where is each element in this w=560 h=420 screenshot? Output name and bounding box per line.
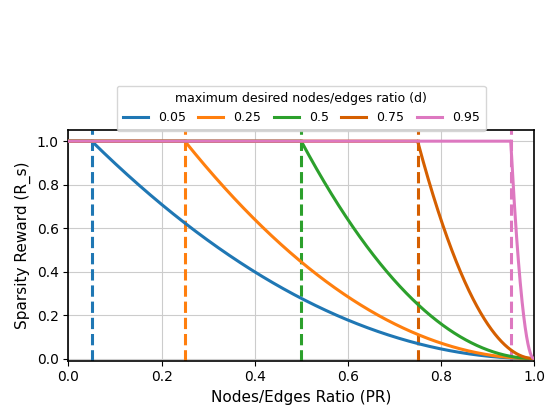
Legend: 0.05, 0.25, 0.5, 0.75, 0.95: 0.05, 0.25, 0.5, 0.75, 0.95 xyxy=(116,86,486,131)
Y-axis label: Sparsity Reward (R_s): Sparsity Reward (R_s) xyxy=(15,162,31,329)
X-axis label: Nodes/Edges Ratio (PR): Nodes/Edges Ratio (PR) xyxy=(211,390,391,405)
